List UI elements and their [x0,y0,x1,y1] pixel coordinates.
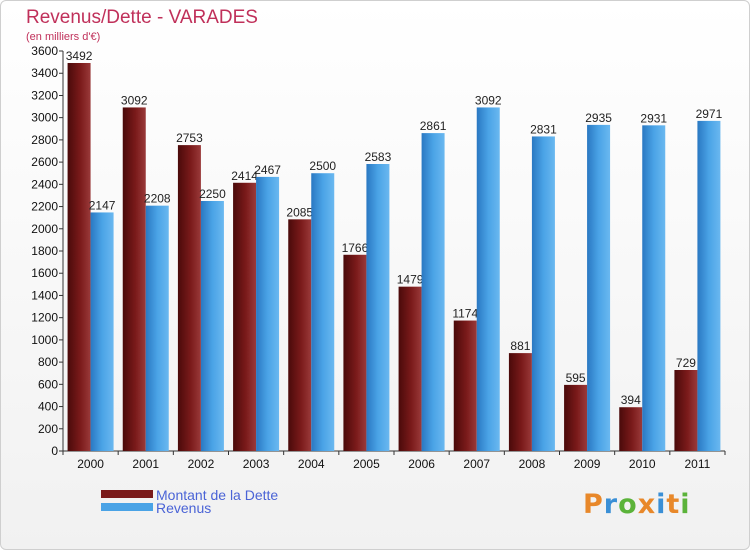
data-label: 2831 [530,122,557,136]
data-label: 881 [510,339,530,353]
data-label: 2583 [365,150,392,164]
bar-revenus [366,164,390,451]
bar-dette [343,254,367,451]
x-tick-label: 2000 [77,457,104,471]
x-tick-label: 2011 [685,457,711,471]
data-label: 2931 [640,111,667,125]
y-tick-label: 0 [51,444,58,458]
data-label: 394 [621,393,641,407]
bar-dette [453,320,477,451]
legend-swatch-revenus [101,503,153,511]
data-label: 1766 [342,241,369,255]
data-label: 595 [566,371,586,385]
y-tick-label: 3200 [31,88,58,102]
legend-label: Montant de la Dette [156,487,278,503]
bar-revenus [200,201,224,451]
y-tick-label: 2000 [31,222,58,236]
bar-revenus [531,136,555,451]
data-label: 2935 [585,111,612,125]
legend-swatch-dette [101,490,153,498]
data-label: 2500 [309,159,336,173]
bar-revenus [421,133,445,451]
y-tick-label: 1800 [31,244,58,258]
bar-revenus [256,176,280,451]
data-label: 2085 [286,205,313,219]
bar-revenus [587,124,611,451]
logo-letter: o [618,489,638,520]
x-tick-label: 2001 [132,457,159,471]
proxiti-logo: Proxiti [583,489,691,520]
data-label: 2250 [199,187,226,201]
logo-letter: t [666,489,681,520]
data-label: 3492 [66,49,93,63]
x-tick-label: 2008 [519,457,546,471]
x-tick-label: 2010 [629,457,656,471]
y-tick-label: 600 [38,377,58,391]
bar-dette [674,370,698,451]
bar-revenus [476,107,500,451]
data-label: 1479 [397,273,424,287]
data-label: 2861 [420,119,447,133]
y-tick-label: 2600 [31,155,58,169]
y-tick-label: 3600 [31,44,58,58]
data-label: 729 [676,356,696,370]
x-tick-label: 2009 [574,457,601,471]
y-tick-label: 1600 [31,266,58,280]
x-tick-label: 2006 [408,457,435,471]
logo-letter: x [637,489,657,520]
bar-revenus [145,205,169,451]
logo-letter: r [603,489,619,520]
data-label: 3092 [121,93,148,107]
bar-dette [564,384,588,451]
x-tick-label: 2007 [463,457,490,471]
data-label: 2971 [696,107,723,121]
y-tick-label: 200 [38,422,58,436]
x-tick-label: 2004 [298,457,325,471]
chart-subtitle: (en milliers d'€) [26,31,101,43]
bar-revenus [90,212,114,451]
data-label: 2414 [231,169,258,183]
bar-dette [122,107,146,451]
data-label: 3092 [475,93,502,107]
x-tick-label: 2002 [188,457,215,471]
bar-dette [67,63,91,451]
x-tick-label: 2005 [353,457,380,471]
y-tick-label: 2200 [31,200,58,214]
y-tick-label: 1200 [31,311,58,325]
logo-letter: i [680,489,691,520]
bar-dette [233,182,257,451]
bar-dette [508,353,532,451]
legend-label: Revenus [156,500,211,516]
logo-letter: P [583,489,604,520]
y-tick-label: 3400 [31,66,58,80]
y-tick-label: 2800 [31,133,58,147]
bar-dette [177,145,201,451]
chart-axes: 0 200 400 600 800 1000 1200 1400 1600 1800 2000 220… [31,44,726,471]
bar-dette [398,286,422,451]
y-tick-label: 1000 [31,333,58,347]
x-tick-label: 2003 [243,457,270,471]
bar-dette [619,407,643,451]
y-tick-label: 400 [38,400,58,414]
y-tick-label: 3000 [31,111,58,125]
y-tick-label: 1400 [31,288,58,302]
y-tick-label: 2400 [31,177,58,191]
bar-revenus [642,125,666,451]
data-label: 2147 [89,198,116,212]
data-label: 2467 [254,163,281,177]
bar-revenus [697,120,721,451]
bar-dette [288,219,312,451]
data-label: 2753 [176,131,203,145]
bar-revenus [311,173,335,451]
chart-title: Revenus/Dette - VARADES [26,7,258,28]
y-tick-label: 800 [38,355,58,369]
logo-letter: i [656,489,667,520]
data-label: 1174 [452,307,478,321]
data-label: 2208 [144,192,171,206]
